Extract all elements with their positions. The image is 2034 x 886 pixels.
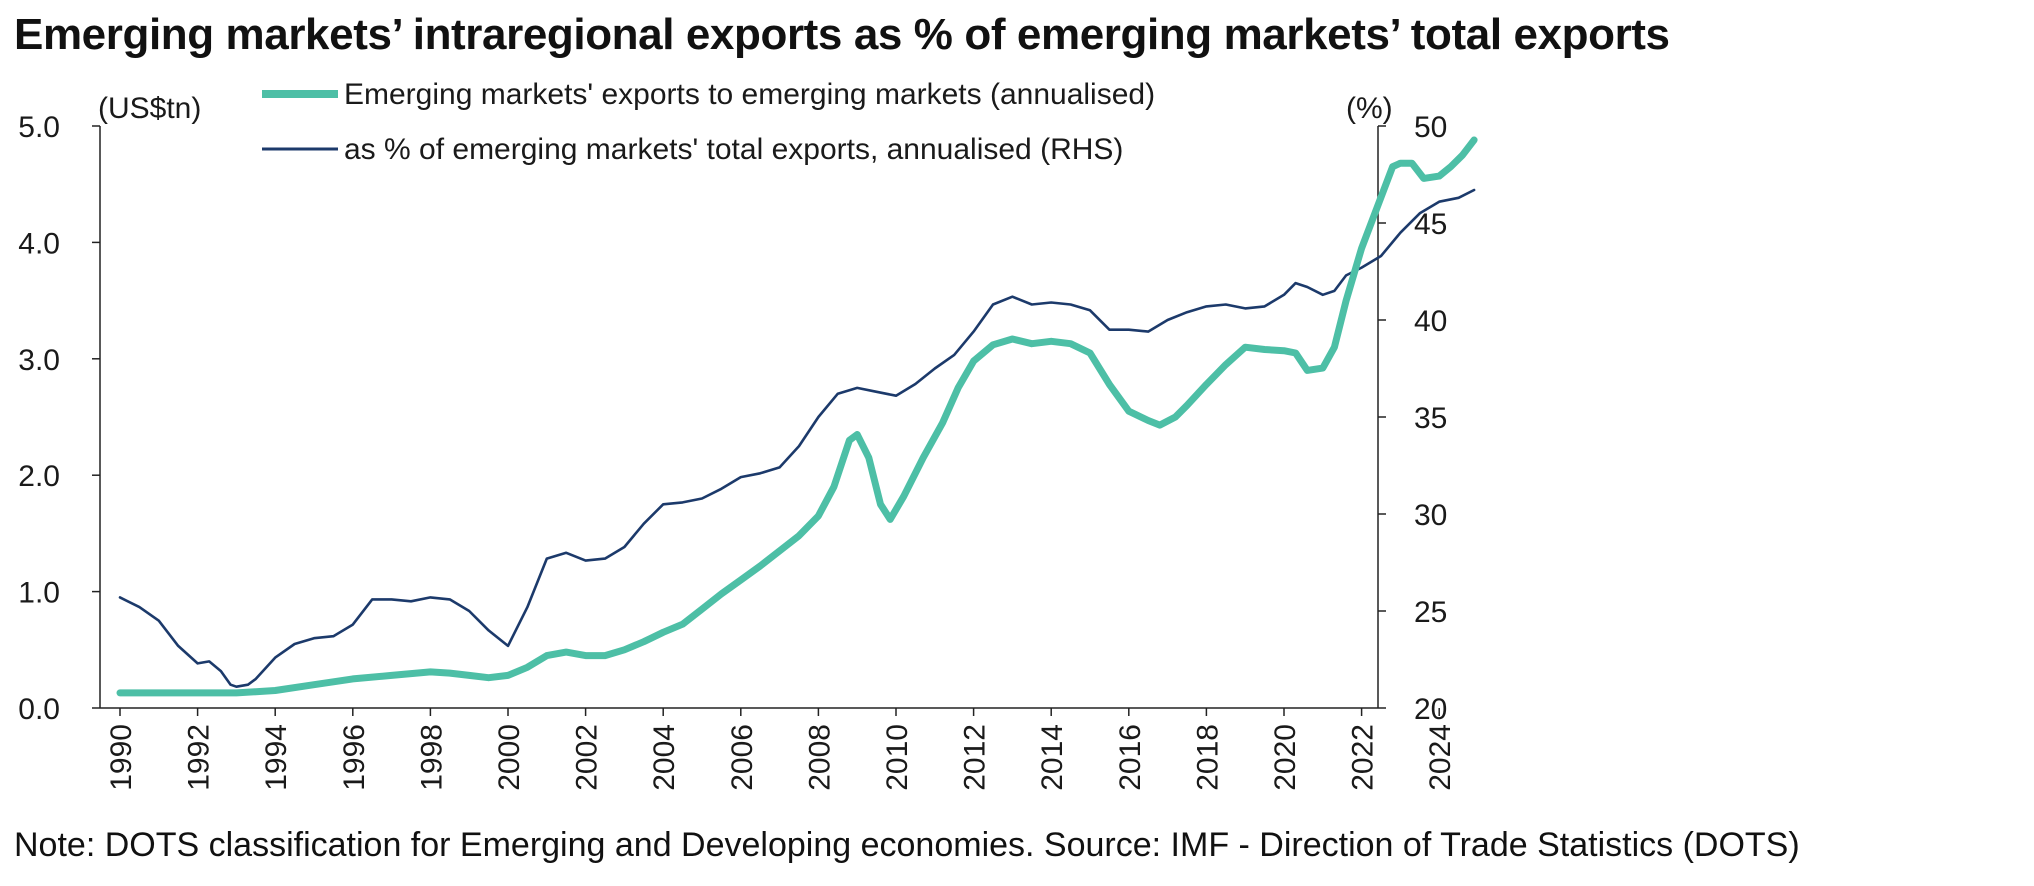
x-tick-label: 2000 [493,724,526,791]
x-tick-label: 2024 [1424,724,1457,791]
left-tick-label: 3.0 [18,344,60,377]
left-tick-label: 2.0 [18,460,60,493]
right-tick-label: 30 [1414,499,1447,532]
legend-label-share: as % of emerging markets' total exports,… [344,133,1123,166]
source-note: Note: DOTS classification for Emerging a… [14,826,1800,864]
x-tick-label: 2004 [648,724,681,791]
x-tick-label: 1994 [260,724,293,791]
left-tick-label: 0.0 [18,693,60,726]
left-axis: (US$tn) 0.0 1.0 2.0 3.0 4.0 5.0 [18,92,201,726]
line-chart: (US$tn) 0.0 1.0 2.0 3.0 4.0 5.0 (%) 20 25 30 35 4… [18,78,1478,791]
x-tick-label: 2002 [571,724,604,791]
x-axis-ticks: 1990 1992 1994 1996 1998 2000 2002 2004 2006 2008… [105,708,1457,791]
left-tick-label: 5.0 [18,111,60,144]
x-tick-label: 2018 [1191,724,1224,791]
right-tick-label: 50 [1414,111,1447,144]
x-tick-label: 1996 [338,724,371,791]
legend: Emerging markets' exports to emerging ma… [262,78,1155,166]
right-tick-label: 25 [1414,596,1447,629]
x-axis: 1990 1992 1994 1996 1998 2000 2002 2004 2006 2008… [100,707,1457,791]
x-tick-label: 2012 [959,724,992,791]
left-axis-ticks: 0.0 1.0 2.0 3.0 4.0 5.0 [18,111,100,726]
right-tick-label: 40 [1414,305,1447,338]
x-tick-label: 2008 [803,724,836,791]
series-lines [116,136,1478,697]
right-tick-label: 20 [1414,693,1447,726]
x-tick-label: 1990 [105,724,138,791]
x-tick-label: 2010 [881,724,914,791]
x-tick-label: 2020 [1269,724,1302,791]
left-tick-label: 4.0 [18,227,60,260]
x-tick-label: 2006 [726,724,759,791]
legend-label-level: Emerging markets' exports to emerging ma… [344,78,1155,111]
series-line-em-exports-to-em [116,136,1478,697]
series-line-share-of-total-exports [118,188,1476,688]
x-tick-label: 2016 [1114,724,1147,791]
x-tick-label: 2014 [1036,724,1069,791]
x-tick-label: 2022 [1347,724,1380,791]
left-axis-unit: (US$tn) [98,92,201,125]
left-tick-label: 1.0 [18,577,60,610]
chart-title: Emerging markets’ intraregional exports … [14,10,1670,59]
right-axis-unit: (%) [1346,92,1393,125]
right-tick-label: 35 [1414,402,1447,435]
x-tick-label: 1992 [183,724,216,791]
x-tick-label: 1998 [415,724,448,791]
